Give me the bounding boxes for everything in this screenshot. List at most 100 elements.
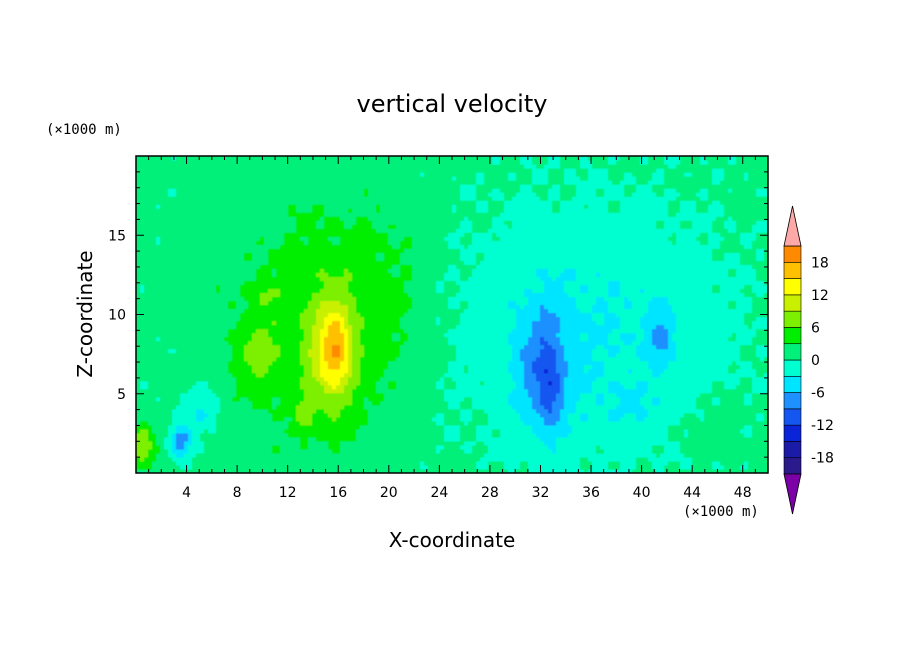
field-cell bbox=[240, 428, 245, 434]
field-cell bbox=[640, 444, 645, 450]
field-cell bbox=[748, 380, 753, 386]
field-cell bbox=[480, 376, 485, 382]
field-cell bbox=[420, 428, 425, 434]
field-cell bbox=[640, 372, 645, 378]
field-cell bbox=[740, 392, 745, 398]
field-cell bbox=[224, 452, 229, 458]
field-cell bbox=[348, 440, 353, 446]
field-cell bbox=[528, 428, 533, 434]
field-cell bbox=[592, 428, 597, 434]
field-cell bbox=[428, 408, 433, 414]
field-cell bbox=[532, 392, 537, 398]
field-cell bbox=[280, 440, 285, 446]
field-cell bbox=[204, 468, 209, 473]
field-cell bbox=[628, 396, 633, 402]
field-cell bbox=[660, 448, 665, 454]
field-cell bbox=[604, 400, 609, 406]
field-cell bbox=[572, 356, 577, 362]
field-cell bbox=[652, 452, 657, 458]
field-cell bbox=[152, 468, 157, 473]
field-cell bbox=[408, 400, 413, 406]
field-cell bbox=[588, 420, 593, 426]
field-cell bbox=[472, 392, 477, 398]
field-cell bbox=[644, 388, 649, 394]
field-cell bbox=[708, 436, 713, 442]
field-cell bbox=[668, 452, 673, 458]
field-cell bbox=[372, 464, 377, 470]
field-cell bbox=[156, 448, 161, 454]
field-cell bbox=[664, 392, 669, 398]
field-cell bbox=[284, 432, 289, 438]
field-cell bbox=[712, 424, 717, 430]
field-cell bbox=[432, 456, 437, 462]
field-cell bbox=[740, 348, 745, 354]
field-cell bbox=[292, 420, 297, 426]
field-cell bbox=[156, 392, 161, 398]
field-cell bbox=[752, 432, 757, 438]
field-cell bbox=[644, 448, 649, 454]
field-cell bbox=[608, 408, 613, 414]
field-cell bbox=[232, 360, 237, 366]
field-cell bbox=[372, 388, 377, 394]
field-cell bbox=[668, 356, 673, 362]
field-cell bbox=[740, 444, 745, 450]
field-cell bbox=[572, 352, 577, 358]
field-cell bbox=[592, 420, 597, 426]
field-cell bbox=[340, 428, 345, 434]
field-cell bbox=[496, 468, 501, 473]
field-cell bbox=[412, 388, 417, 394]
field-cell bbox=[684, 364, 689, 370]
field-cell bbox=[256, 440, 261, 446]
field-cell bbox=[320, 392, 325, 398]
field-cell bbox=[352, 408, 357, 414]
field-cell bbox=[312, 392, 317, 398]
field-cell bbox=[528, 372, 533, 378]
field-cell bbox=[320, 448, 325, 454]
field-cell bbox=[168, 416, 173, 422]
field-cell bbox=[388, 360, 393, 366]
field-cell bbox=[192, 352, 197, 358]
field-cell bbox=[616, 376, 621, 382]
field-cell bbox=[516, 408, 521, 414]
field-cell bbox=[488, 348, 493, 354]
field-cell bbox=[536, 380, 541, 386]
field-cell bbox=[704, 412, 709, 418]
field-cell bbox=[320, 456, 325, 462]
field-cell bbox=[536, 376, 541, 382]
field-cell bbox=[760, 384, 765, 390]
field-cell bbox=[328, 440, 333, 446]
field-cell bbox=[720, 428, 725, 434]
field-cell bbox=[588, 448, 593, 454]
field-cell bbox=[704, 368, 709, 374]
field-cell bbox=[276, 344, 281, 350]
field-cell bbox=[644, 440, 649, 446]
field-cell bbox=[688, 416, 693, 422]
field-cell bbox=[400, 344, 405, 350]
field-cell bbox=[300, 436, 305, 442]
field-cell bbox=[504, 352, 509, 358]
field-cell bbox=[436, 420, 441, 426]
field-cell bbox=[224, 344, 229, 350]
field-cell bbox=[232, 356, 237, 362]
field-cell bbox=[644, 352, 649, 358]
field-cell bbox=[544, 424, 549, 430]
field-cell bbox=[484, 464, 489, 470]
field-cell bbox=[448, 368, 453, 374]
field-cell bbox=[396, 368, 401, 374]
field-cell bbox=[300, 404, 305, 410]
field-cell bbox=[200, 364, 205, 370]
field-cell bbox=[696, 368, 701, 374]
field-cell bbox=[416, 396, 421, 402]
field-cell bbox=[508, 412, 513, 418]
field-cell bbox=[624, 348, 629, 354]
field-cell bbox=[516, 464, 521, 470]
field-cell bbox=[540, 428, 545, 434]
field-cell bbox=[188, 452, 193, 458]
field-cell bbox=[612, 384, 617, 390]
field-cell bbox=[228, 376, 233, 382]
field-cell bbox=[348, 412, 353, 418]
field-cell bbox=[200, 432, 205, 438]
field-cell bbox=[524, 352, 529, 358]
field-cell bbox=[224, 368, 229, 374]
field-cell bbox=[436, 424, 441, 430]
